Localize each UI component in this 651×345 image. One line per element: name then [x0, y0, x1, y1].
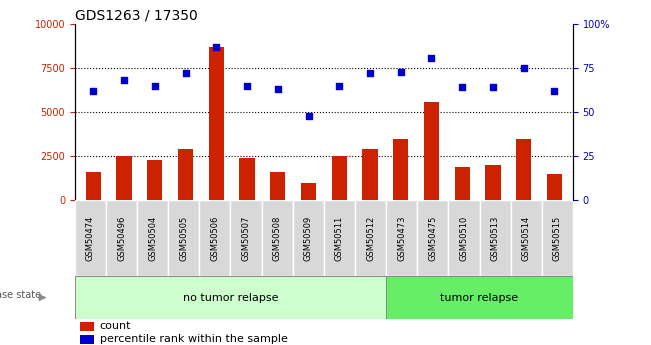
Bar — [449, 200, 480, 276]
Point — [426, 55, 437, 60]
Text: GDS1263 / 17350: GDS1263 / 17350 — [75, 9, 198, 23]
Point — [457, 85, 467, 90]
Text: GSM50514: GSM50514 — [521, 215, 531, 261]
Point — [549, 88, 560, 94]
Text: GSM50508: GSM50508 — [273, 215, 282, 261]
Point — [242, 83, 252, 89]
Bar — [106, 200, 137, 276]
Text: GSM50475: GSM50475 — [428, 215, 437, 261]
Text: tumor relapse: tumor relapse — [441, 293, 519, 303]
Point — [518, 66, 529, 71]
Point — [488, 85, 498, 90]
Bar — [137, 200, 168, 276]
Bar — [270, 172, 285, 200]
Bar — [80, 323, 94, 331]
Bar — [230, 200, 262, 276]
Bar — [301, 183, 316, 200]
Bar — [199, 200, 230, 276]
Bar — [168, 200, 199, 276]
Bar — [454, 167, 470, 200]
Text: GSM50512: GSM50512 — [366, 215, 375, 261]
Text: GSM50509: GSM50509 — [304, 215, 313, 261]
Bar — [117, 156, 132, 200]
Bar — [363, 149, 378, 200]
Bar — [75, 276, 386, 319]
Bar — [208, 47, 224, 200]
Bar — [480, 200, 510, 276]
Bar — [178, 149, 193, 200]
Text: GSM50510: GSM50510 — [460, 215, 469, 261]
Point — [273, 87, 283, 92]
Bar — [240, 158, 255, 200]
Text: GSM50505: GSM50505 — [179, 215, 188, 261]
Bar — [293, 200, 324, 276]
Text: GSM50496: GSM50496 — [117, 215, 126, 261]
Bar — [542, 200, 573, 276]
Point — [303, 113, 314, 118]
Point — [150, 83, 160, 89]
Text: GSM50513: GSM50513 — [491, 215, 499, 261]
Point — [119, 78, 130, 83]
Text: no tumor relapse: no tumor relapse — [183, 293, 278, 303]
Point — [88, 88, 98, 94]
Text: GSM50511: GSM50511 — [335, 215, 344, 261]
Bar — [547, 174, 562, 200]
Bar — [355, 200, 386, 276]
Bar — [386, 276, 573, 319]
Bar — [485, 165, 501, 200]
Text: GSM50507: GSM50507 — [242, 215, 251, 261]
Point — [365, 71, 375, 76]
Point — [334, 83, 344, 89]
Text: percentile rank within the sample: percentile rank within the sample — [100, 334, 288, 344]
Text: count: count — [100, 322, 132, 331]
Text: disease state: disease state — [0, 290, 41, 300]
Bar — [80, 335, 94, 344]
Bar — [75, 200, 106, 276]
Bar — [86, 172, 101, 200]
Text: GSM50515: GSM50515 — [553, 215, 562, 261]
Bar — [424, 101, 439, 200]
Bar — [393, 139, 408, 200]
Text: GSM50506: GSM50506 — [210, 215, 219, 261]
Bar — [147, 160, 163, 200]
Bar — [516, 139, 531, 200]
Point — [396, 69, 406, 75]
Point — [180, 71, 191, 76]
Bar — [386, 200, 417, 276]
Text: GSM50504: GSM50504 — [148, 215, 157, 261]
Bar — [331, 156, 347, 200]
Bar — [417, 200, 449, 276]
Text: GSM50474: GSM50474 — [86, 215, 95, 261]
Text: GSM50473: GSM50473 — [397, 215, 406, 261]
Bar — [262, 200, 293, 276]
Point — [211, 44, 221, 50]
Bar — [510, 200, 542, 276]
Bar — [324, 200, 355, 276]
